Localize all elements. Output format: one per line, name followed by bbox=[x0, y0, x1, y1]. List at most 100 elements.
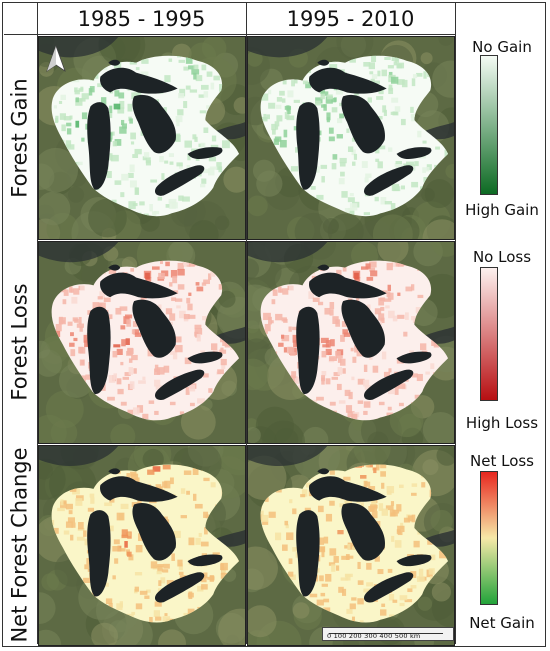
basin-cell bbox=[317, 301, 324, 306]
basin-cell bbox=[384, 201, 392, 205]
basin-cell bbox=[130, 268, 135, 272]
grid-line bbox=[246, 3, 247, 644]
basin-cell bbox=[368, 486, 376, 491]
land-texture bbox=[218, 608, 245, 645]
column-title-1995-2010: 1995 - 2010 bbox=[286, 7, 415, 31]
basin-cell bbox=[217, 369, 224, 375]
land-texture bbox=[248, 426, 261, 443]
basin-cell bbox=[192, 134, 197, 140]
basin-cell bbox=[63, 116, 72, 121]
basin-cell bbox=[329, 356, 337, 362]
basin-cell bbox=[108, 375, 116, 383]
basin-cell bbox=[124, 372, 131, 376]
map-panel-forest-loss-1985-1995 bbox=[38, 241, 246, 444]
grid-line bbox=[37, 3, 38, 644]
basin-cell bbox=[189, 89, 198, 93]
land-texture bbox=[256, 170, 283, 197]
basin-cell bbox=[70, 288, 74, 293]
lake bbox=[87, 510, 111, 597]
basin-cell bbox=[272, 289, 278, 296]
basin-cell bbox=[367, 97, 372, 103]
basin-cell bbox=[110, 154, 119, 162]
basin-cell bbox=[343, 332, 351, 337]
basin-cell bbox=[159, 260, 163, 265]
land-texture bbox=[353, 446, 391, 467]
basin-cell bbox=[121, 173, 129, 181]
basin-cell bbox=[430, 363, 435, 370]
basin-cell bbox=[147, 469, 155, 475]
basin-cell bbox=[186, 297, 191, 304]
land-texture bbox=[274, 428, 299, 443]
basin-cell bbox=[172, 275, 178, 284]
basin-cell bbox=[325, 513, 333, 522]
basin-cell bbox=[78, 316, 82, 325]
basin-cell bbox=[267, 89, 272, 95]
basin-cell bbox=[83, 530, 87, 537]
basin-cell bbox=[390, 501, 395, 506]
basin-cell bbox=[337, 358, 342, 363]
basin-cell bbox=[342, 368, 346, 374]
basin-cell bbox=[208, 168, 215, 176]
basin-cell bbox=[103, 66, 108, 71]
basin-cell bbox=[346, 128, 350, 133]
basin-cell bbox=[320, 546, 325, 552]
basin-cell bbox=[178, 59, 186, 63]
basin-cell bbox=[369, 267, 376, 272]
basin-cell bbox=[351, 376, 355, 381]
basin-cell bbox=[274, 121, 280, 127]
basin-cell bbox=[316, 396, 324, 401]
basin-cell bbox=[411, 181, 419, 188]
basin-cell bbox=[201, 584, 208, 590]
basin-cell bbox=[112, 546, 120, 552]
basin-cell bbox=[279, 288, 283, 293]
basin-cell bbox=[375, 148, 380, 154]
row-title-text: Forest Gain bbox=[8, 77, 33, 198]
basin-cell bbox=[79, 326, 83, 332]
basin-cell bbox=[387, 284, 391, 291]
map-panel-net-change-1985-1995 bbox=[38, 445, 246, 646]
basin-cell bbox=[157, 564, 164, 568]
basin-cell bbox=[341, 321, 348, 327]
basin-cell bbox=[403, 517, 411, 523]
hudson-water bbox=[39, 37, 119, 58]
basin-cell bbox=[331, 376, 339, 380]
basin-cell bbox=[238, 557, 240, 565]
basin-cell bbox=[388, 593, 395, 601]
basin-cell bbox=[203, 572, 208, 579]
basin-cell bbox=[425, 166, 430, 172]
basin-cell bbox=[126, 319, 132, 327]
basin-cell bbox=[208, 388, 213, 393]
lake bbox=[341, 94, 385, 154]
basin-cell bbox=[349, 193, 354, 197]
lake bbox=[309, 67, 387, 94]
basin-cell bbox=[59, 113, 66, 120]
basin-cell bbox=[323, 104, 327, 111]
basin-cell bbox=[70, 349, 76, 357]
land-texture bbox=[422, 219, 454, 239]
basin-cell bbox=[219, 84, 223, 92]
basin-cell bbox=[55, 323, 62, 332]
basin-cell bbox=[175, 115, 183, 123]
lake bbox=[317, 468, 330, 475]
basin-cell bbox=[347, 544, 351, 550]
basin-cell bbox=[171, 297, 177, 302]
basin-cell bbox=[108, 267, 117, 274]
basin-cell bbox=[184, 357, 192, 365]
basin-cell bbox=[195, 282, 200, 286]
basin-cell bbox=[317, 505, 324, 513]
map-panel-net-change-1995-2010 bbox=[247, 445, 455, 646]
basin-cell bbox=[411, 483, 418, 487]
basin-cell bbox=[287, 90, 294, 98]
basin-cell bbox=[74, 89, 80, 95]
basin-cell bbox=[417, 294, 424, 299]
basin-cell bbox=[121, 339, 126, 347]
basin-cell bbox=[315, 97, 323, 104]
basin-cell bbox=[323, 598, 330, 603]
land-texture bbox=[424, 179, 454, 209]
basin-cell bbox=[132, 321, 139, 327]
basin-cell bbox=[120, 401, 127, 406]
basin-cell bbox=[188, 384, 196, 392]
basin-cell bbox=[113, 344, 121, 348]
basin-cell bbox=[344, 208, 351, 214]
basin-cell bbox=[396, 62, 405, 69]
